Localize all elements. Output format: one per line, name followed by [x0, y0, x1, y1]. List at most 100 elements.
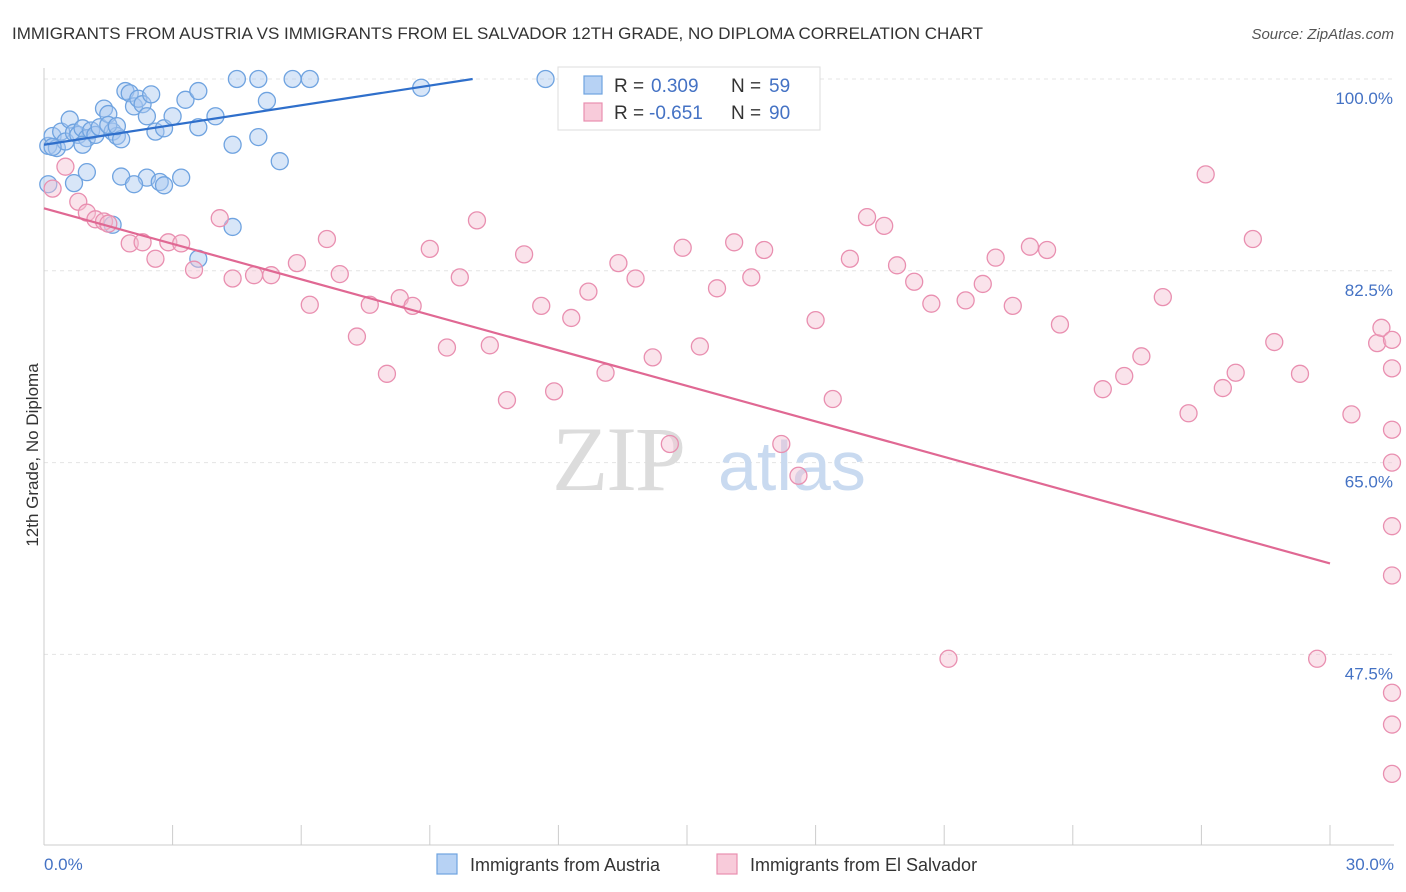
point-series-1-68	[1153, 287, 1172, 307]
point-series-1-38	[626, 269, 645, 288]
legend-r-value-austria: 0.309	[651, 76, 699, 97]
x-tick-label-min: 0.0%	[44, 855, 83, 874]
point-series-1-18	[317, 229, 337, 249]
y-axis-label: 12th Grade, No Diploma	[23, 363, 42, 547]
point-series-1-64	[1050, 315, 1070, 334]
series-legend: Immigrants from Austria Immigrants from …	[436, 853, 977, 875]
trend-line-series-0	[43, 77, 473, 146]
point-series-0-47	[223, 135, 242, 154]
point-series-1-28	[467, 211, 487, 230]
point-series-1-79	[1372, 318, 1391, 337]
point-series-0-44	[154, 176, 174, 195]
y-tick-label-2: 65.0%	[1345, 473, 1393, 492]
point-series-1-70	[1196, 165, 1215, 184]
y-tick-label-0: 100.0%	[1335, 89, 1393, 108]
point-series-0-42	[64, 173, 84, 193]
y-tick-label-1: 82.5%	[1345, 281, 1393, 300]
point-series-1-62	[1020, 237, 1040, 256]
point-series-0-49	[270, 152, 289, 171]
watermark-zip: ZIP	[552, 408, 684, 510]
legend-swatch-austria	[583, 75, 603, 95]
point-series-1-84	[1382, 359, 1402, 378]
point-series-0-29	[189, 81, 208, 101]
point-series-1-34	[562, 308, 581, 328]
point-series-1-22	[377, 364, 397, 383]
point-series-1-43	[707, 279, 727, 298]
point-series-1-86	[1382, 566, 1402, 585]
series-legend-label-elsalvador: Immigrants from El Salvador	[750, 855, 977, 875]
point-series-0-41	[77, 163, 97, 182]
point-series-0-24	[142, 85, 161, 104]
point-series-1-40	[660, 434, 680, 454]
point-series-1-82	[1382, 420, 1402, 439]
point-series-1-39	[643, 348, 662, 367]
point-series-1-50	[823, 389, 842, 409]
point-series-1-0	[43, 179, 62, 198]
point-series-0-30	[206, 107, 225, 126]
point-series-0-58	[189, 118, 208, 137]
point-series-1-49	[806, 310, 825, 330]
point-series-1-52	[857, 207, 877, 227]
point-series-1-36	[596, 363, 615, 382]
point-series-1-29	[480, 336, 499, 355]
point-series-1-35	[579, 282, 598, 301]
point-series-1-71	[1213, 378, 1232, 398]
watermark-atlas: atlas	[718, 427, 866, 505]
point-series-1-6	[120, 234, 139, 253]
point-series-1-57	[939, 649, 958, 668]
point-series-1-60	[986, 248, 1005, 267]
trend-lines	[43, 77, 1331, 565]
point-series-1-17	[300, 295, 319, 314]
point-series-0-31	[227, 69, 247, 89]
point-series-1-7	[133, 233, 152, 252]
point-series-1-14	[244, 266, 264, 285]
point-series-1-80	[1382, 453, 1402, 472]
trend-line-series-1	[43, 207, 1331, 565]
point-series-0-56	[43, 137, 62, 157]
point-series-1-61	[1003, 296, 1022, 316]
point-series-1-10	[172, 234, 191, 253]
point-series-1-20	[347, 327, 367, 346]
point-series-1-12	[210, 209, 229, 228]
point-series-1-85	[1382, 683, 1402, 702]
point-series-1-88	[1382, 764, 1402, 784]
point-series-1-41	[673, 238, 692, 257]
point-series-1-83	[1382, 517, 1402, 536]
point-series-1-30	[497, 390, 517, 410]
y-tick-labels: 100.0% 82.5% 65.0% 47.5%	[1335, 89, 1393, 683]
point-series-1-56	[922, 294, 941, 313]
point-series-1-59	[973, 274, 992, 294]
point-series-1-47	[772, 434, 791, 454]
legend-r-label-elsalvador: R =	[614, 103, 644, 124]
point-series-1-66	[1115, 366, 1134, 386]
axes	[43, 68, 1394, 846]
point-series-1-69	[1179, 404, 1198, 423]
x-tick-label-max: 30.0%	[1346, 855, 1394, 874]
point-series-1-76	[1307, 649, 1327, 668]
point-series-0-37	[536, 69, 555, 89]
point-series-1-42	[690, 337, 710, 356]
point-series-0-28	[176, 90, 195, 109]
point-series-1-51	[840, 249, 860, 268]
point-series-1-48	[789, 466, 808, 485]
point-series-1-13	[223, 269, 242, 288]
point-series-1-25	[420, 239, 439, 259]
point-series-1-24	[403, 296, 422, 316]
point-series-1-78	[1368, 333, 1387, 353]
point-series-1-1	[56, 157, 75, 176]
legend-n-label-elsalvador: N =	[731, 103, 761, 124]
point-series-1-46	[755, 240, 774, 260]
point-series-1-58	[956, 291, 975, 310]
series-legend-swatch-austria	[436, 853, 458, 875]
point-series-1-53	[875, 216, 894, 236]
legend-swatch-elsalvador	[583, 102, 603, 122]
chart-source: Source: ZipAtlas.com	[1251, 26, 1394, 43]
point-series-1-73	[1243, 229, 1262, 249]
point-series-1-33	[544, 382, 564, 401]
legend-n-label-austria: N =	[731, 76, 761, 97]
point-series-0-27	[163, 107, 182, 126]
point-series-1-37	[609, 253, 628, 273]
legend-n-value-elsalvador: 90	[769, 103, 790, 124]
